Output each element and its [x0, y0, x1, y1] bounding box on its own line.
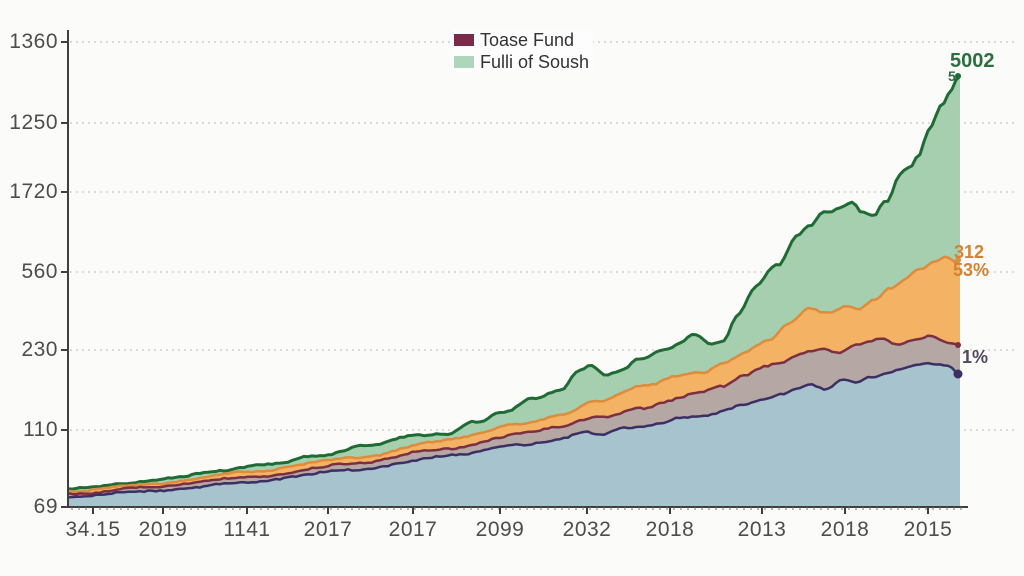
x-tick-label: 2099 — [475, 518, 525, 541]
y-tick-label: 1250 — [9, 111, 58, 134]
y-tick-label: 560 — [21, 260, 58, 283]
x-tick-label: 2015 — [903, 518, 953, 541]
end-markers — [953, 73, 963, 379]
x-tick-label: 2013 — [737, 518, 787, 541]
annotation-orange-value: 312 — [954, 242, 985, 262]
x-tick-label: 1141 — [223, 518, 271, 541]
annotation-green-sub: 5 — [948, 68, 956, 84]
annotation-purple-pct: 1% — [962, 347, 989, 367]
legend-item-fulli-of-soush: Fulli of Soush — [452, 51, 594, 73]
legend-item-toase-fund: Toase Fund — [452, 29, 594, 51]
y-tick-label: 1720 — [9, 180, 58, 203]
legend-label: Toase Fund — [480, 29, 575, 50]
legend-label: Fulli of Soush — [480, 51, 590, 72]
legend-swatch-maroon — [454, 34, 474, 46]
series-lines — [67, 74, 962, 499]
x-tick-label: 2032 — [562, 518, 612, 541]
area-Toase Fund — [68, 335, 960, 498]
legend: Toase Fund Fulli of Soush — [452, 29, 594, 73]
line-Toase Fund — [67, 334, 961, 496]
y-tick-label: 230 — [21, 338, 58, 361]
annotation-orange-pct: 53% — [953, 260, 990, 280]
area-fills — [68, 76, 960, 507]
y-tick-label: 1360 — [9, 30, 58, 53]
x-tick-label: 2018 — [645, 518, 695, 541]
line-Fulli of Soush — [67, 74, 962, 491]
x-tick-label: 2017 — [388, 518, 438, 541]
end-marker-unlabeled-orange — [955, 257, 961, 263]
end-marker-unlabeled-purple — [953, 369, 963, 379]
line-unlabeled-orange — [67, 255, 961, 494]
x-tick-label: 34.15 — [65, 518, 121, 541]
legend-swatch-green — [454, 56, 474, 68]
x-tick-label: 2017 — [303, 518, 353, 541]
end-marker-Toase Fund — [955, 342, 961, 348]
end-marker-Fulli of Soush — [955, 73, 961, 79]
y-tick-label: 69 — [33, 495, 58, 518]
annotation-green-value: 5002 — [950, 50, 995, 72]
x-tick-label: 2018 — [820, 518, 870, 541]
axes-and-ticks — [61, 30, 968, 514]
area-unlabeled-purple — [68, 363, 960, 507]
line-unlabeled-purple — [67, 361, 961, 499]
y-tick-label: 110 — [23, 418, 58, 441]
x-tick-label: 2019 — [138, 518, 188, 541]
